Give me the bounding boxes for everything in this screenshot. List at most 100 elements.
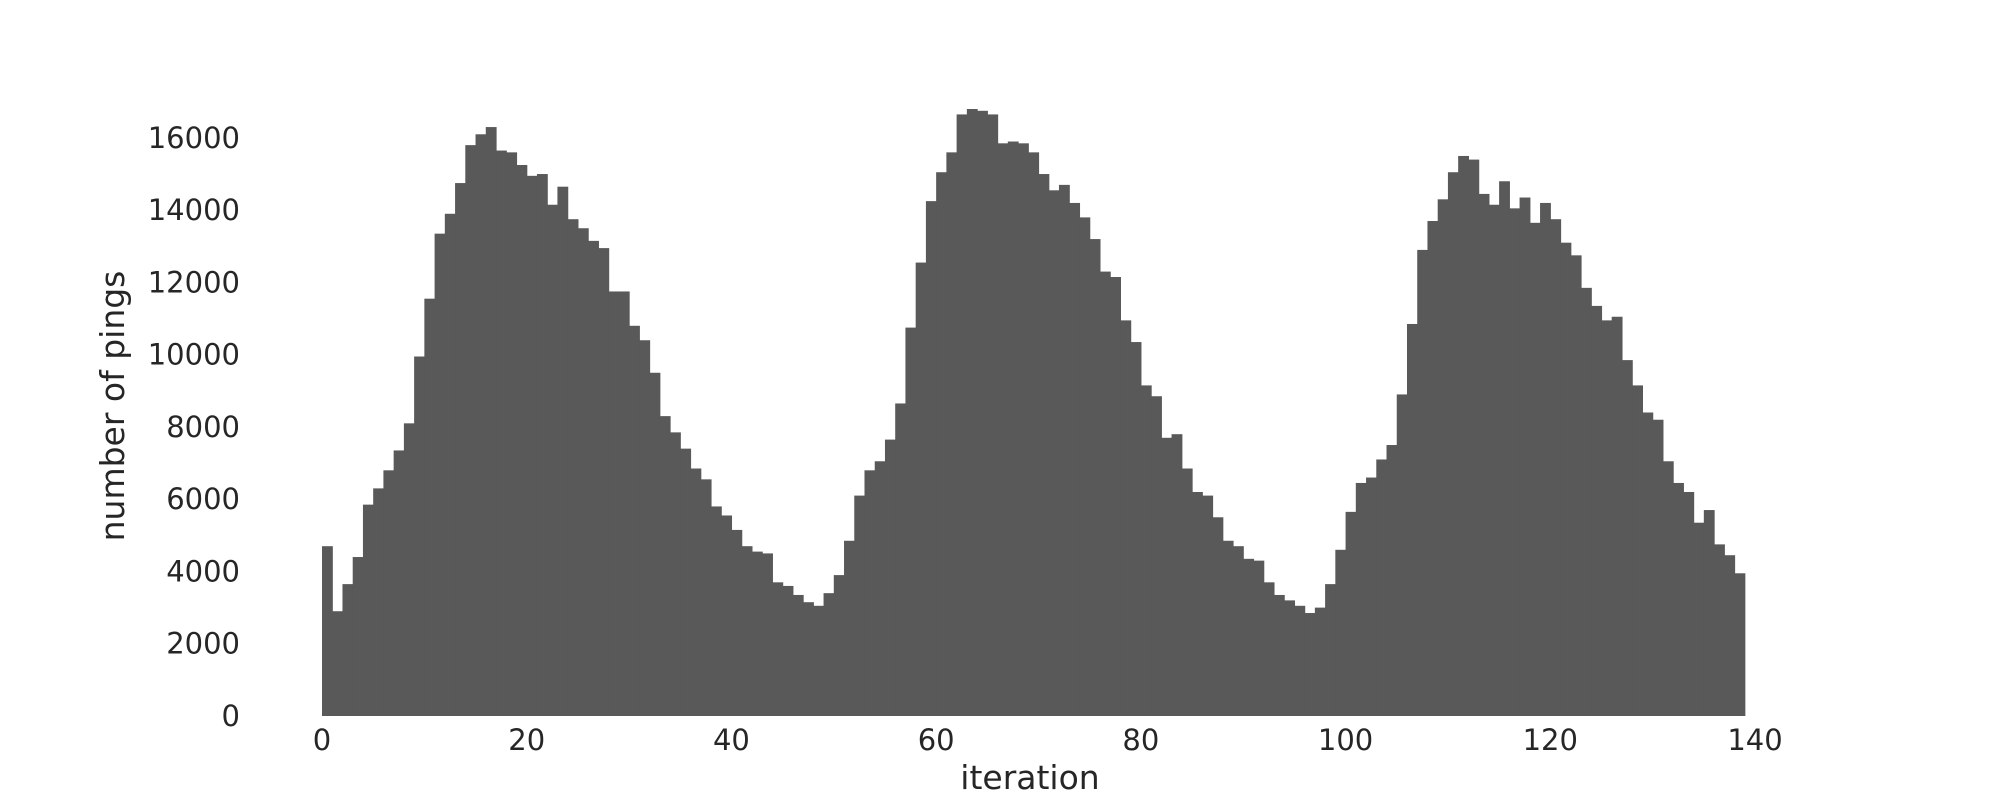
- y-tick-label: 10000: [148, 338, 240, 372]
- x-tick-label: 0: [313, 723, 331, 757]
- histogram-bar: [864, 470, 876, 716]
- histogram-bar: [690, 468, 702, 716]
- x-tick-label: 40: [713, 723, 750, 757]
- histogram-bar: [1294, 605, 1306, 716]
- histogram-bar: [629, 325, 640, 716]
- histogram-bar: [1263, 582, 1275, 716]
- histogram-bar: [1161, 437, 1173, 716]
- histogram-bar: [577, 228, 589, 716]
- histogram-bar: [1447, 172, 1459, 716]
- histogram-bar: [362, 504, 374, 716]
- histogram-bar: [1437, 199, 1449, 716]
- histogram-bar: [1202, 495, 1214, 716]
- histogram-bar: [833, 575, 845, 716]
- histogram-bar: [649, 372, 661, 716]
- histogram-bar: [762, 553, 773, 716]
- histogram-bar: [751, 551, 763, 716]
- histogram-bar: [1591, 305, 1603, 716]
- histogram-bar: [1130, 342, 1142, 716]
- histogram-bar: [1734, 573, 1746, 716]
- histogram-bar: [444, 213, 456, 716]
- histogram-bar: [1458, 155, 1469, 717]
- histogram-bar: [1560, 242, 1572, 717]
- histogram-bar: [1140, 385, 1152, 716]
- histogram-bar: [844, 540, 855, 716]
- histogram-bar: [936, 172, 947, 716]
- y-tick-label: 8000: [166, 410, 240, 444]
- histogram-bar: [506, 152, 518, 716]
- histogram-bar: [547, 204, 559, 717]
- histogram-bar: [721, 515, 733, 716]
- histogram-bar: [1058, 184, 1070, 716]
- histogram-bar: [823, 593, 835, 716]
- histogram-bar: [1601, 320, 1613, 716]
- histogram-bar: [598, 248, 610, 716]
- histogram-bar: [1632, 385, 1644, 716]
- y-tick-label: 16000: [148, 121, 240, 155]
- histogram-bar: [383, 470, 395, 716]
- histogram-bar: [1335, 549, 1347, 716]
- histogram-bar: [997, 143, 1009, 716]
- histogram-bar: [1714, 544, 1725, 716]
- histogram-bar: [455, 183, 466, 716]
- histogram-bar: [1703, 510, 1715, 716]
- histogram-bar: [1642, 412, 1654, 716]
- histogram-bar: [1253, 560, 1265, 716]
- histogram-bar: [1366, 477, 1377, 716]
- histogram-bar: [1038, 174, 1050, 717]
- histogram-bar: [987, 114, 999, 717]
- histogram-bar: [1171, 434, 1183, 716]
- histogram-bar: [1243, 558, 1255, 716]
- histogram-bar: [874, 461, 886, 716]
- histogram-bar: [485, 127, 497, 716]
- histogram-bar: [322, 546, 333, 716]
- histogram-bar: [977, 110, 988, 717]
- histogram-bar: [854, 495, 866, 716]
- x-axis-label: iteration: [960, 758, 1099, 797]
- histogram-bar: [332, 611, 344, 716]
- histogram-bar: [1028, 152, 1040, 716]
- histogram-bar: [1345, 511, 1357, 716]
- histogram-bar: [567, 219, 579, 716]
- histogram-bar: [710, 506, 722, 716]
- histogram-bar: [618, 291, 630, 716]
- histogram-bar: [1232, 546, 1244, 716]
- histogram-bar: [424, 298, 436, 716]
- y-tick-label: 2000: [166, 627, 240, 661]
- histogram-bar: [1396, 394, 1408, 716]
- histogram-bar: [782, 585, 794, 716]
- histogram-bar: [1488, 204, 1500, 717]
- histogram-bar: [414, 356, 425, 716]
- histogram-bar: [1580, 287, 1592, 716]
- histogram-bar: [1048, 190, 1060, 716]
- histogram-bar: [1417, 249, 1429, 717]
- histogram-bar: [1079, 217, 1091, 716]
- histogram-bar: [1007, 141, 1019, 717]
- histogram-bar: [496, 150, 507, 716]
- histogram-bar: [792, 594, 804, 716]
- histogram-bar: [536, 174, 548, 717]
- histogram-bar: [1570, 255, 1582, 716]
- histogram-bar: [741, 546, 753, 716]
- y-tick-label: 12000: [148, 265, 240, 299]
- histogram-bar: [1499, 181, 1510, 716]
- histogram-bar: [1652, 419, 1664, 716]
- x-tick-label: 140: [1727, 723, 1782, 757]
- histogram-bar: [1427, 221, 1439, 716]
- histogram-bar: [1519, 197, 1531, 717]
- histogram-bar: [403, 423, 415, 716]
- y-tick-label: 4000: [166, 554, 240, 588]
- histogram-bar: [608, 291, 620, 716]
- histogram-bar: [1611, 316, 1623, 716]
- histogram-bar: [1693, 522, 1705, 716]
- histogram-bar: [1212, 517, 1224, 716]
- histogram-bar: [1386, 445, 1398, 716]
- histogram-bar: [393, 450, 405, 716]
- histogram-bar: [434, 233, 446, 716]
- histogram-bar: [731, 529, 743, 716]
- histogram-bar: [465, 145, 477, 716]
- histogram-bar: [956, 114, 968, 717]
- histogram-bar: [516, 165, 528, 716]
- y-tick-label: 0: [222, 699, 240, 733]
- histogram-bar: [1662, 461, 1674, 716]
